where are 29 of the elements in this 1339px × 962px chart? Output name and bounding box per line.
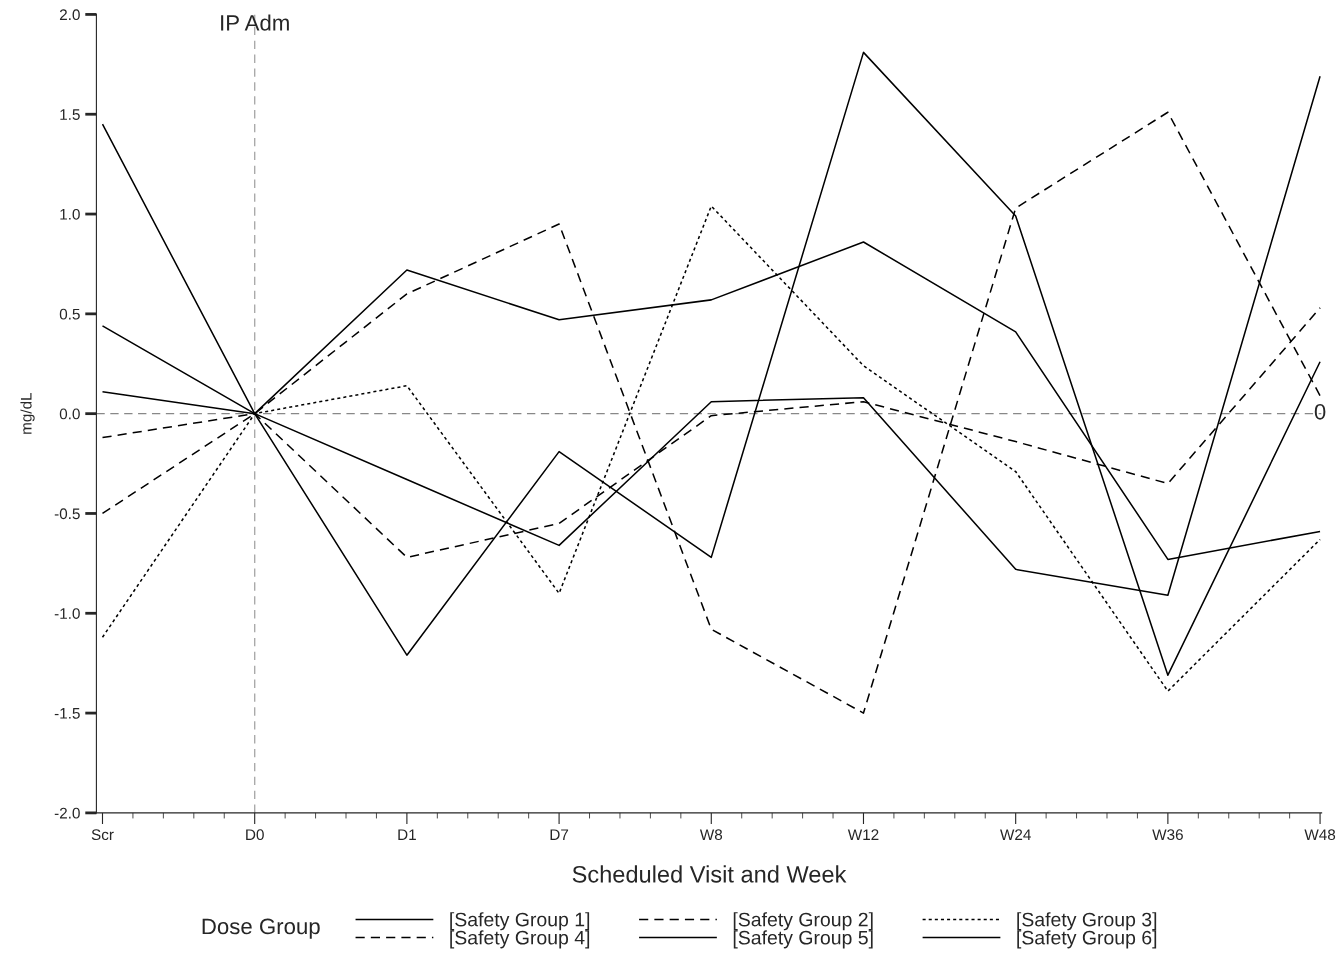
legend-label: [Safety Group 5]	[733, 930, 873, 949]
y-tick-label: 1.5	[60, 109, 80, 120]
x-tick-label: D0	[246, 829, 264, 841]
y-tick-label: -2.0	[54, 807, 80, 819]
y-tick-label: -0.5	[54, 508, 80, 520]
y-tick-label: -1.0	[54, 608, 80, 619]
x-tick-label: D7	[550, 829, 569, 840]
y-tick-label: 0.0	[59, 408, 80, 420]
x-tick-label: D1	[398, 829, 416, 840]
y-tick-label: 2.0	[59, 9, 80, 21]
ref-line-label: IP Adm	[221, 14, 289, 31]
y-tick-label: 1.0	[60, 208, 80, 220]
legend-label: [Safety Group 2]	[733, 912, 873, 931]
x-tick-label: W8	[699, 829, 723, 841]
legend-label: [Safety Group 4]	[450, 930, 590, 949]
x-tick-label: W36	[1152, 829, 1183, 841]
legend-title: Dose Group	[202, 918, 320, 939]
x-tick-label: Scr	[91, 829, 114, 841]
x-tick-label: W24	[1000, 829, 1031, 840]
ref-line-label: 0	[1314, 403, 1326, 420]
y-tick-label: 0.5	[59, 308, 80, 320]
y-axis-title: mg/dL	[20, 392, 35, 434]
legend-label: [Safety Group 3]	[1017, 912, 1157, 931]
legend-label: [Safety Group 6]	[1017, 930, 1157, 949]
x-tick-label: W48	[1304, 829, 1336, 841]
x-axis-title: Scheduled Visit and Week	[572, 865, 847, 883]
y-tick-label: -1.5	[54, 708, 80, 719]
legend-label: [Safety Group 1]	[450, 912, 590, 931]
x-tick-label: W12	[847, 829, 879, 840]
